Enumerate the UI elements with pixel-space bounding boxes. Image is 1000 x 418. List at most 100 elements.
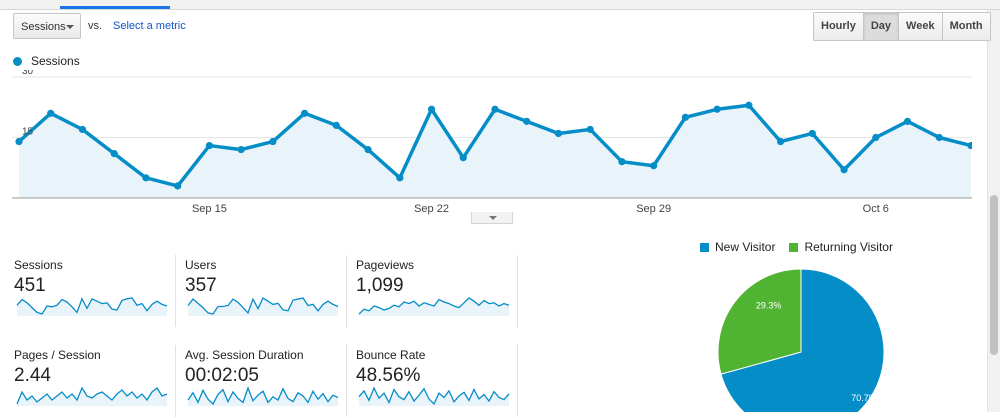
range-button-week[interactable]: Week [899, 13, 943, 40]
sparkline-fill [359, 388, 509, 406]
x-tick-label: Oct 6 [863, 203, 889, 215]
data-point [681, 113, 690, 121]
sparkline-line [187, 297, 339, 315]
time-range-toggle: Hourly Day Week Month [813, 12, 991, 41]
scorecard-pages-per-session[interactable]: Pages / Session 2.44 [14, 345, 184, 418]
data-point [332, 121, 340, 129]
scorecard-pageviews[interactable]: Pageviews 1,099 [356, 255, 526, 328]
scorecard-label: Pageviews [356, 258, 415, 272]
legend-square-icon [789, 242, 799, 252]
data-point [110, 150, 118, 158]
data-point [872, 133, 880, 142]
data-point [967, 141, 972, 150]
scorecard-users[interactable]: Users 357 [185, 255, 355, 328]
scorecard-value: 1,099 [356, 275, 404, 296]
legend-item-returning-visitor[interactable]: Returning Visitor [789, 240, 893, 254]
range-button-hourly[interactable]: Hourly [814, 13, 864, 40]
pie-data-label: 70.7% [851, 393, 877, 403]
x-tick-label: Sep 15 [192, 203, 227, 215]
sparkline-fill [17, 298, 167, 316]
data-point [364, 146, 372, 154]
data-point [903, 117, 912, 125]
scorecard-value: 00:02:05 [185, 365, 259, 386]
data-point [840, 166, 848, 174]
data-point [237, 146, 245, 154]
chart-expand-handle[interactable] [471, 212, 513, 224]
legend-dot-icon [13, 56, 22, 66]
select-metric-link[interactable]: Select a metric [113, 20, 186, 32]
metric-select[interactable]: Sessions [13, 13, 81, 39]
metric-select-value: Sessions [21, 21, 66, 33]
sparkline [16, 386, 168, 406]
top-tab-strip [0, 0, 1000, 10]
data-point [301, 109, 309, 117]
sparkline-fill [188, 298, 338, 316]
legend-item-new-visitor[interactable]: New Visitor [700, 240, 775, 254]
data-point [713, 105, 721, 113]
scorecard-value: 48.56% [356, 365, 421, 386]
range-button-month[interactable]: Month [942, 13, 990, 40]
data-point [174, 182, 182, 190]
data-point [269, 137, 277, 146]
y-tick-label: 30 [22, 70, 34, 77]
legend-square-icon [700, 242, 709, 252]
sparkline-line [187, 386, 339, 406]
divider [175, 255, 176, 327]
sparkline [358, 297, 510, 316]
sparkline-line [16, 297, 168, 315]
active-tab-indicator [60, 6, 170, 9]
scorecard-label: Users [185, 258, 217, 272]
pie-data-label: 29.3% [756, 300, 782, 310]
data-point [935, 133, 943, 142]
data-point [427, 105, 436, 113]
sparkline-fill [188, 388, 338, 406]
pie-slice-new-visitor [720, 268, 885, 412]
x-tick-label: Sep 29 [636, 203, 671, 215]
visitor-type-pie-chart: 70.7% 29.3% [717, 268, 885, 412]
scorecard-bounce-rate[interactable]: Bounce Rate 48.56% [356, 345, 526, 418]
data-point [650, 162, 658, 170]
data-point [142, 174, 150, 182]
sparkline [358, 386, 510, 406]
divider [517, 345, 518, 417]
divider [175, 345, 176, 417]
data-point [205, 141, 213, 150]
data-point [618, 158, 626, 166]
legend-label: Returning Visitor [804, 240, 893, 254]
data-point [459, 154, 467, 162]
data-point [808, 129, 816, 138]
range-button-day[interactable]: Day [863, 13, 900, 40]
scorecard-label: Pages / Session [14, 348, 101, 362]
chevron-down-icon [489, 216, 497, 220]
scorecard-avg-session-duration[interactable]: Avg. Session Duration 00:02:05 [185, 345, 355, 418]
page-scrollbar[interactable] [987, 10, 1000, 412]
data-point [396, 174, 404, 182]
scorecard-label: Avg. Session Duration [185, 348, 304, 362]
sparkline [187, 297, 339, 316]
pie-legend: New Visitor Returning Visitor [700, 240, 907, 254]
divider [346, 345, 347, 417]
scorecard-value: 451 [14, 275, 46, 296]
sessions-line-chart: 30 15 Sep 15 Sep 22 Sep 29 Oct 6 [12, 70, 972, 215]
divider [517, 255, 518, 327]
legend-label-sessions: Sessions [31, 54, 80, 68]
scorecard-label: Bounce Rate [356, 348, 426, 362]
sparkline-line [358, 297, 510, 315]
data-point [554, 129, 563, 138]
vs-label: vs. [88, 20, 103, 32]
scorecard-sessions[interactable]: Sessions 451 [14, 255, 184, 328]
sparkline-fill [359, 298, 509, 316]
chart-legend: Sessions [13, 54, 80, 68]
sparkline-fill [17, 388, 167, 406]
scorecard-value: 357 [185, 275, 217, 296]
x-tick-label: Sep 22 [414, 203, 449, 215]
data-point [586, 125, 594, 134]
scorecard-value: 2.44 [14, 365, 51, 386]
scrollbar-thumb[interactable] [990, 195, 998, 355]
legend-label: New Visitor [715, 240, 776, 254]
sparkline-line [358, 386, 510, 406]
data-point [523, 117, 531, 125]
data-point [491, 105, 499, 113]
data-point [47, 109, 55, 117]
data-point [15, 137, 23, 146]
